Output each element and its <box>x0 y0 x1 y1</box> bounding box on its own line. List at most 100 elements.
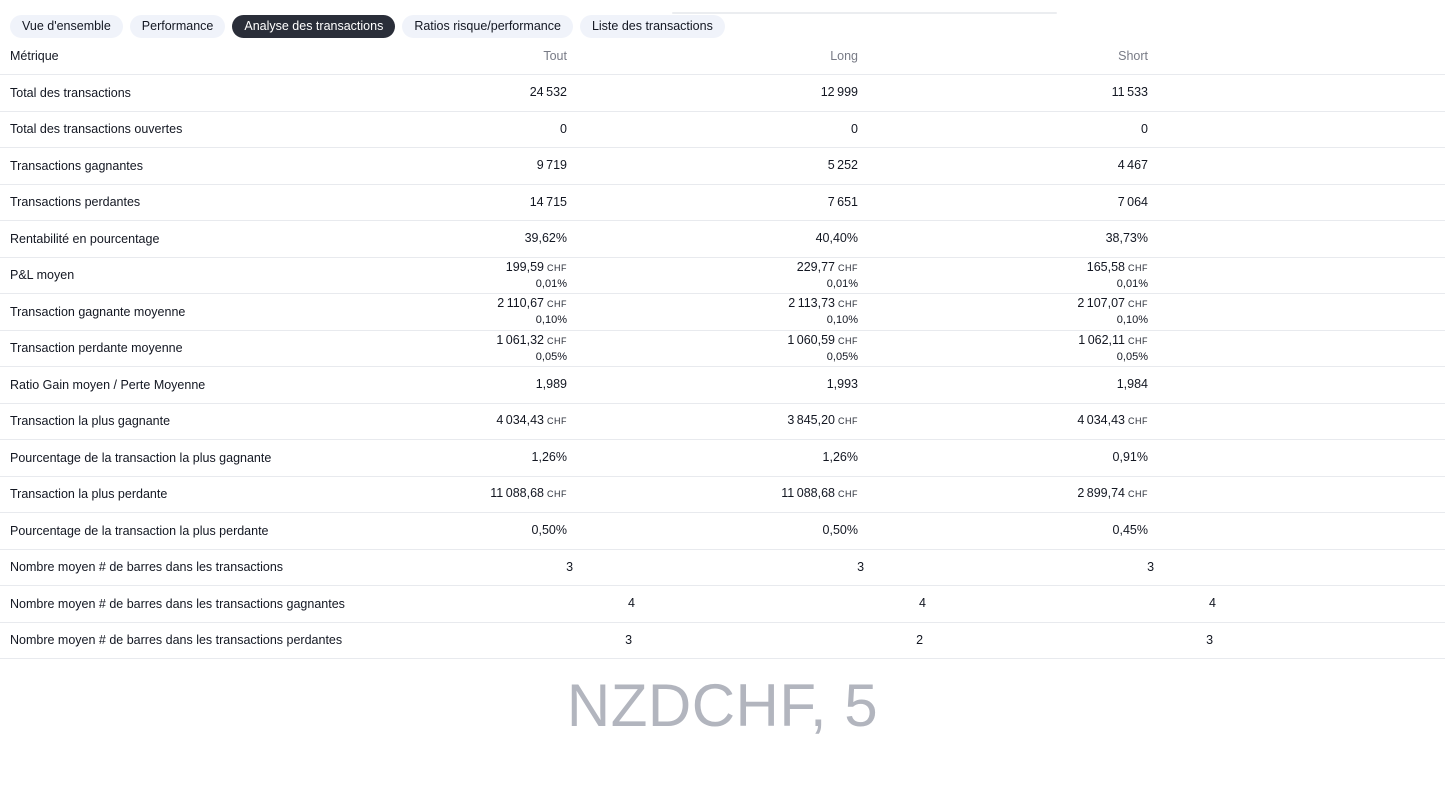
value-cell-short: 4 <box>926 596 1216 611</box>
currency-unit: CHF <box>1128 262 1148 273</box>
value-cell-short: 2 899,74 CHF <box>858 486 1148 502</box>
currency-unit: CHF <box>1128 335 1148 346</box>
tab-analyse-des-transactions[interactable]: Analyse des transactions <box>232 15 396 38</box>
value-number: 3 <box>1147 559 1155 574</box>
value-cell-long: 7 651 <box>567 195 858 210</box>
metric-label: Transaction la plus gagnante <box>10 414 171 429</box>
metric-label: Nombre moyen # de barres dans les transa… <box>10 560 284 575</box>
value-number: 38,73% <box>1105 231 1148 246</box>
value-number: 11 088,68 <box>490 486 544 501</box>
value-cell-short: 2 107,07 CHF 0,10% <box>858 296 1148 327</box>
value-cell-short: 11 533 <box>858 85 1148 100</box>
metric-label: Pourcentage de la transaction la plus pe… <box>10 523 269 538</box>
value-number: 0,45% <box>1112 523 1148 538</box>
table-row: Rentabilité en pourcentage 39,62% 40,40% 38… <box>0 221 1445 258</box>
value-cell-long: 1,993 <box>567 377 858 392</box>
value-cell-short: 1 062,11 CHF 0,05% <box>858 333 1148 364</box>
value-number: 2 899,74 <box>1077 486 1125 501</box>
value-number: 39,62% <box>524 231 567 246</box>
table-body: Total des transactions 24 532 12 999 11 533… <box>0 75 1445 659</box>
metric-label: Rentabilité en pourcentage <box>10 231 160 246</box>
value-percentage: 0,10% <box>826 314 858 327</box>
currency-unit: CHF <box>547 262 567 273</box>
value-cell-short: 4 034,43 CHF <box>858 413 1148 429</box>
value-cell-tout: 1,989 <box>277 377 567 392</box>
value-percentage: 0,01% <box>1116 277 1148 290</box>
top-divider <box>672 12 1057 14</box>
value-cell-tout: 4 <box>345 596 635 611</box>
tab-performance[interactable]: Performance <box>129 15 226 38</box>
table-row: Transaction perdante moyenne 1 061,32 CHF 0… <box>0 331 1445 367</box>
value-cell-tout: 14 715 <box>277 195 567 210</box>
table-row: Ratio Gain moyen / Perte Moyenne 1,989 1,9… <box>0 367 1445 404</box>
value-number: 4 034,43 <box>1077 413 1125 428</box>
table-row: Transactions gagnantes 9 719 5 252 4 467 <box>0 148 1445 185</box>
metric-label: Total des transactions ouvertes <box>10 122 183 137</box>
value-number: 0,50% <box>531 523 567 538</box>
value-cell-short: 0,45% <box>858 523 1148 538</box>
value-cell-short: 1,984 <box>858 377 1148 392</box>
currency-unit: CHF <box>547 335 567 346</box>
value-number: 11 533 <box>1111 85 1148 100</box>
value-number: 4 <box>627 596 635 611</box>
value-number: 165,58 <box>1086 259 1125 274</box>
value-cell-tout: 39,62% <box>277 231 567 246</box>
value-number: 7 651 <box>827 194 858 209</box>
table-row: Transactions perdantes 14 715 7 651 7 064 <box>0 185 1445 221</box>
tab-liste-des-transactions[interactable]: Liste des transactions <box>579 15 725 38</box>
value-number: 1,993 <box>826 377 858 392</box>
table-row: Transaction gagnante moyenne 2 110,67 CHF 0… <box>0 294 1445 331</box>
currency-unit: CHF <box>838 262 858 273</box>
value-cell-short: 0,91% <box>858 450 1148 465</box>
value-cell-long: 3 845,20 CHF <box>567 413 858 429</box>
tab-ratios-risque-performance[interactable]: Ratios risque/performance <box>402 15 573 38</box>
value-number: 0,91% <box>1112 450 1148 465</box>
value-number: 3 <box>1206 632 1214 647</box>
table-row: Nombre moyen # de barres dans les transa… <box>0 586 1445 623</box>
value-number: 0 <box>851 121 858 136</box>
value-cell-long: 2 <box>632 633 923 648</box>
value-number: 2 <box>916 632 924 647</box>
tab-vue-d-ensemble[interactable]: Vue d'ensemble <box>10 15 123 38</box>
metric-label: P&L moyen <box>10 268 75 283</box>
table-row: Pourcentage de la transaction la plus pe… <box>0 513 1445 550</box>
value-number: 2 110,67 <box>497 296 544 311</box>
metric-label: Nombre moyen # de barres dans les transa… <box>10 633 343 648</box>
value-cell-tout: 11 088,68 CHF <box>277 486 567 502</box>
currency-unit: CHF <box>838 489 858 500</box>
currency-unit: CHF <box>547 299 567 310</box>
watermark-symbol: NZDCHF, 5 <box>566 672 879 739</box>
value-cell-short: 4 467 <box>858 158 1148 173</box>
value-number: 4 <box>1208 596 1216 611</box>
value-number: 11 088,68 <box>781 486 835 501</box>
value-cell-long: 229,77 CHF 0,01% <box>567 260 858 291</box>
metric-label: Nombre moyen # de barres dans les transa… <box>10 596 345 611</box>
value-cell-long: 40,40% <box>567 231 858 246</box>
value-number: 1 060,59 <box>787 332 835 347</box>
value-number: 3 <box>857 559 865 574</box>
value-cell-long: 11 088,68 CHF <box>567 486 858 502</box>
value-number: 5 252 <box>827 158 858 173</box>
value-cell-short: 165,58 CHF 0,01% <box>858 260 1148 291</box>
value-cell-tout: 4 034,43 CHF <box>277 413 567 429</box>
value-number: 40,40% <box>815 231 858 246</box>
value-percentage: 0,01% <box>535 277 567 290</box>
value-number: 1,989 <box>535 377 567 392</box>
value-number: 229,77 <box>796 259 835 274</box>
tabs-bar: Vue d'ensemble Performance Analyse des tra… <box>0 0 1445 38</box>
currency-unit: CHF <box>547 416 567 427</box>
value-cell-tout: 2 110,67 CHF 0,10% <box>277 296 567 327</box>
value-percentage: 0,05% <box>826 350 858 363</box>
table-row: P&L moyen 199,59 CHF 0,01% 229,77 CHF 0,01% 165… <box>0 258 1445 294</box>
value-number: 199,59 <box>505 259 544 274</box>
table-row: Nombre moyen # de barres dans les transa… <box>0 550 1445 586</box>
value-cell-long: 4 <box>635 596 926 611</box>
value-number: 4 034,43 <box>496 413 544 428</box>
table-header-row: Métrique Tout Long Short <box>0 38 1445 75</box>
value-cell-tout: 199,59 CHF 0,01% <box>277 260 567 291</box>
currency-unit: CHF <box>1128 489 1148 500</box>
column-header-metrique: Métrique <box>10 49 59 63</box>
value-number: 12 999 <box>820 85 858 100</box>
value-cell-short: 3 <box>923 633 1213 648</box>
value-number: 3 <box>625 632 633 647</box>
